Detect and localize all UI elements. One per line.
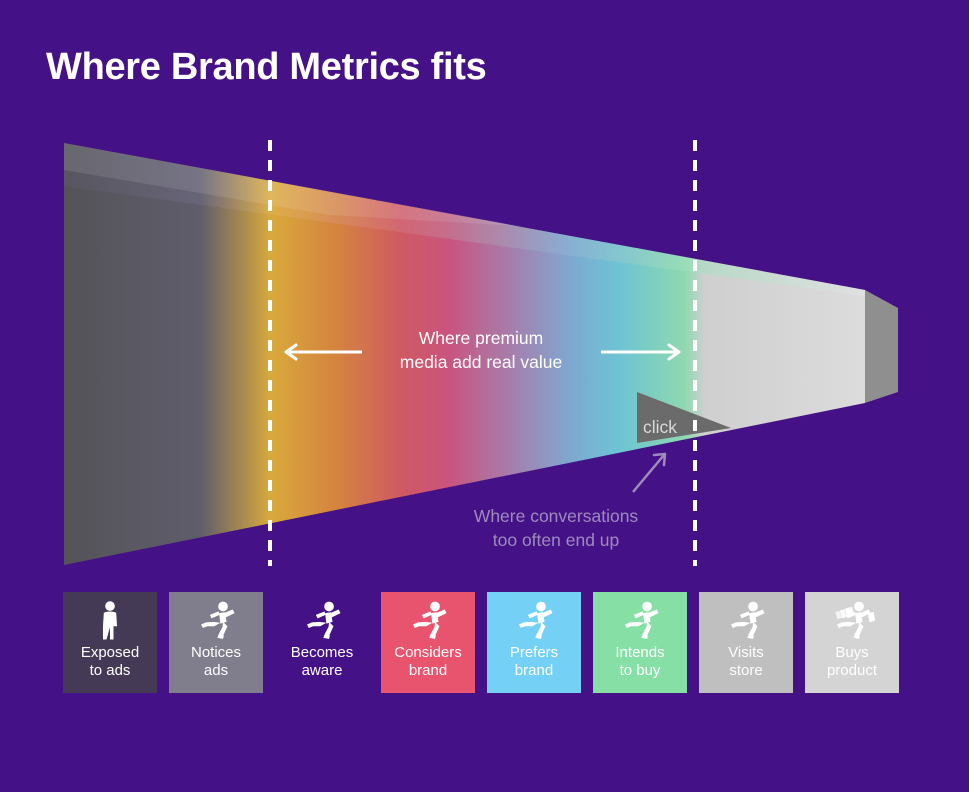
- conversations-line-2: too often end up: [492, 529, 620, 550]
- stage-card-label: Buys product: [826, 644, 878, 679]
- funnel-tip-cap: [865, 290, 898, 403]
- stage-card-label: Visits store: [728, 644, 764, 679]
- click-triangle: [637, 392, 731, 443]
- funnel-top-face: [64, 143, 865, 296]
- arrow-up-right-icon: [632, 452, 667, 493]
- running-person-icon: [307, 601, 341, 640]
- stage-card-list: Exposed to ads Notices ads Becomes aware Co…: [63, 592, 906, 693]
- arrow-left-icon: [284, 343, 362, 361]
- funnel-body: [64, 143, 865, 565]
- stage-card[interactable]: Notices ads: [169, 592, 263, 693]
- stage-card[interactable]: Considers brand: [381, 592, 475, 693]
- running-person-icon: [519, 601, 553, 640]
- stage-card-label: Considers brand: [394, 644, 462, 679]
- stage-card[interactable]: Prefers brand: [487, 592, 581, 693]
- stage-card-label: Exposed to ads: [80, 644, 140, 679]
- premium-value-line-1: Where premium: [418, 328, 544, 348]
- stage-card-label: Notices ads: [190, 644, 242, 679]
- stage-card[interactable]: Exposed to ads: [63, 592, 157, 693]
- stage-card-label: Prefers brand: [509, 644, 559, 679]
- conversations-line-1: Where conversations: [473, 506, 639, 526]
- running-person-shopping-icon: [835, 601, 875, 640]
- conversations-annotation: Where conversations too often end up: [441, 505, 671, 552]
- running-person-icon: [731, 601, 765, 640]
- funnel-top-face-wide: [64, 143, 520, 226]
- arrow-right-icon: [601, 343, 681, 361]
- stage-card[interactable]: Buys product: [805, 592, 899, 693]
- stage-card[interactable]: Visits store: [699, 592, 793, 693]
- stage-card-label: Intends to buy: [615, 644, 665, 679]
- running-person-icon: [201, 601, 235, 640]
- running-person-icon: [413, 601, 447, 640]
- premium-value-label: Where premium media add real value: [383, 327, 579, 374]
- stage-card[interactable]: Intends to buy: [593, 592, 687, 693]
- click-label: click: [643, 417, 678, 437]
- running-person-icon: [625, 601, 659, 640]
- premium-value-line-2: media add real value: [399, 351, 563, 372]
- stage-card-label: Becomes aware: [290, 644, 354, 679]
- stage-card[interactable]: Becomes aware: [275, 592, 369, 693]
- standing-person-icon: [102, 601, 118, 640]
- page-title: Where Brand Metrics fits: [46, 46, 487, 88]
